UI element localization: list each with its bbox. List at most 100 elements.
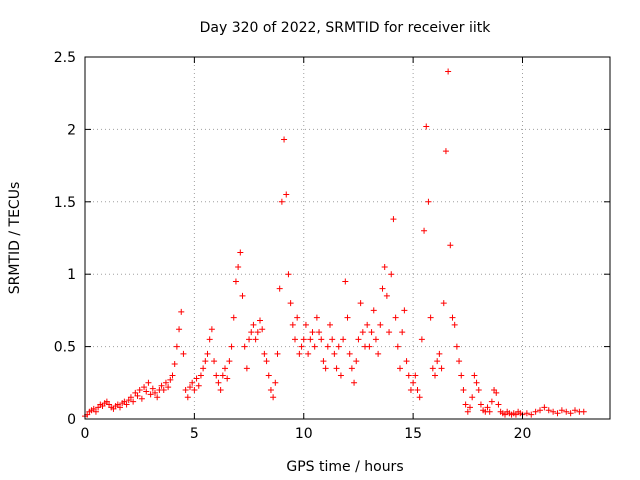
data-point: [187, 384, 193, 391]
data-point: [292, 336, 298, 343]
data-point: [351, 379, 358, 386]
data-point: [237, 249, 244, 256]
data-point: [217, 387, 224, 394]
data-point: [377, 321, 384, 328]
data-point: [331, 350, 338, 357]
data-point: [228, 343, 235, 350]
data-point: [572, 407, 578, 414]
data-point: [436, 350, 443, 357]
data-point: [432, 372, 438, 379]
data-point: [453, 343, 460, 350]
data-point: [263, 358, 270, 365]
data-point: [200, 365, 207, 372]
data-point: [449, 314, 456, 321]
data-point: [226, 358, 233, 365]
data-point: [254, 329, 261, 336]
x-axis-label: GPS time / hours: [286, 459, 403, 475]
data-point: [322, 365, 329, 372]
data-point: [381, 263, 388, 270]
data-point: [211, 358, 218, 365]
x-tick-label: 0: [81, 426, 90, 442]
data-point: [337, 372, 344, 379]
data-point: [405, 372, 412, 379]
data-point: [438, 365, 445, 372]
data-point: [333, 365, 340, 372]
data-point: [127, 394, 134, 401]
data-point: [147, 391, 154, 398]
data-point: [270, 394, 277, 401]
data-point: [243, 365, 250, 372]
data-point: [224, 375, 231, 382]
data-point: [215, 379, 222, 386]
data-point: [92, 408, 99, 415]
data-point: [416, 394, 423, 401]
data-point: [493, 389, 500, 396]
data-point: [528, 411, 535, 418]
data-point: [182, 387, 189, 394]
data-point: [197, 372, 204, 379]
x-tick-label: 10: [295, 426, 313, 442]
data-point: [386, 329, 393, 336]
data-point: [232, 278, 239, 285]
data-point: [294, 314, 301, 321]
data-point: [278, 198, 285, 205]
chart-title: Day 320 of 2022, SRMTID for receiver iit…: [200, 20, 492, 36]
data-point: [580, 408, 587, 415]
data-point: [136, 387, 143, 394]
data-point: [261, 350, 268, 357]
data-point: [401, 307, 408, 314]
data-point: [407, 387, 414, 394]
data-point: [320, 358, 327, 365]
data-point: [477, 401, 484, 408]
data-point: [180, 350, 187, 357]
data-point: [169, 372, 176, 379]
axis-ticks: 0 5 10 15 20 0 0.5 1 1.5 2 2.5: [54, 50, 610, 442]
data-point: [329, 336, 336, 343]
data-point: [204, 350, 211, 357]
data-point: [222, 365, 228, 372]
data-point: [149, 385, 156, 392]
data-point: [427, 314, 434, 321]
data-point: [195, 382, 202, 389]
data-point: [267, 387, 274, 394]
data-point: [324, 343, 331, 350]
data-point: [184, 394, 191, 401]
data-point: [165, 384, 172, 391]
x-tick-label: 20: [514, 426, 532, 442]
data-point: [414, 387, 421, 394]
data-point: [366, 343, 373, 350]
data-point: [235, 263, 242, 270]
data-point: [281, 136, 288, 143]
data-point: [467, 404, 473, 411]
data-point: [311, 343, 318, 350]
data-point: [276, 285, 283, 292]
data-point: [130, 398, 137, 405]
data-point: [372, 336, 379, 343]
data-point: [410, 379, 417, 386]
data-point: [445, 68, 452, 75]
data-point: [484, 404, 491, 411]
data-point: [392, 314, 399, 321]
data-point: [313, 314, 320, 321]
data-point: [289, 321, 296, 328]
data-point: [123, 401, 130, 408]
data-point: [390, 216, 397, 223]
data-point: [550, 408, 557, 415]
data-point: [421, 227, 428, 234]
data-point: [541, 404, 548, 411]
y-axis-label: SRMTID / TECUs: [7, 182, 23, 295]
data-point: [488, 398, 495, 405]
data-point: [307, 336, 314, 343]
data-points: [82, 68, 587, 420]
data-point: [344, 314, 351, 321]
data-point: [537, 407, 543, 414]
data-point: [117, 404, 123, 411]
data-point: [403, 358, 410, 365]
y-tick-label: 0.5: [54, 340, 76, 356]
data-point: [335, 343, 342, 350]
data-point: [394, 343, 401, 350]
data-point: [355, 336, 362, 343]
data-point: [171, 360, 178, 367]
data-point: [272, 379, 279, 386]
data-point: [412, 372, 419, 379]
